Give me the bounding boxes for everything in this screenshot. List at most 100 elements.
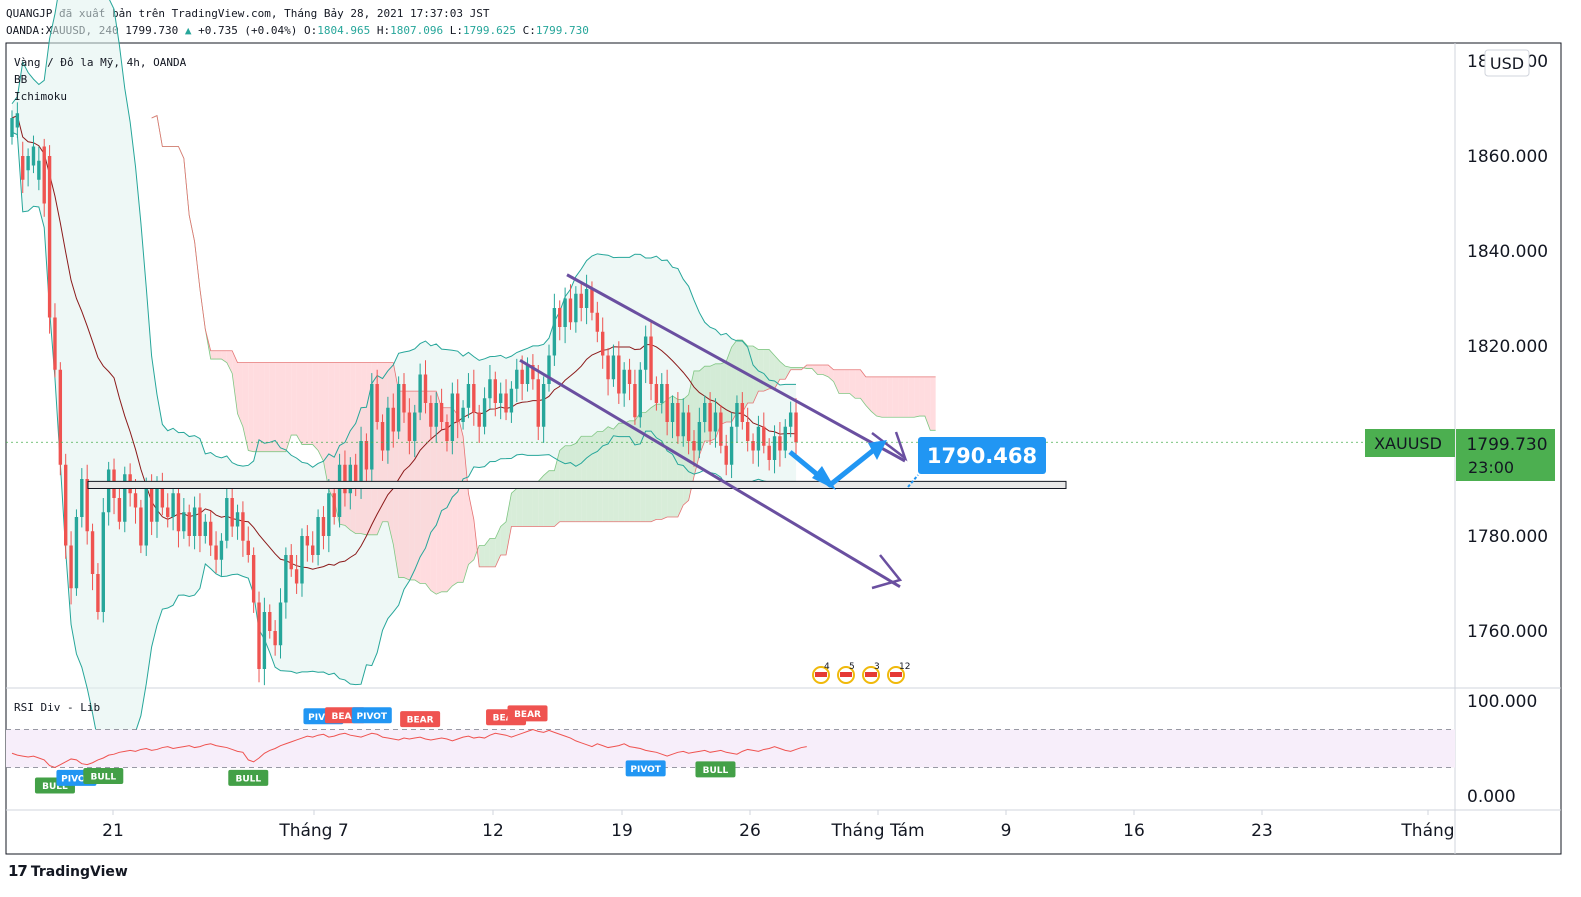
ichimoku-cloud-segment xyxy=(790,367,797,370)
time-tick-label: Tháng 7 xyxy=(278,821,348,841)
candle-body xyxy=(708,403,712,432)
ichimoku-cloud-segment xyxy=(876,376,882,418)
candle-body xyxy=(504,393,508,413)
ichimoku-cloud-segment xyxy=(216,350,222,360)
channel-lower-arrowhead xyxy=(871,554,903,590)
ichimoku-cloud-segment xyxy=(731,340,737,422)
candle-body xyxy=(461,407,465,422)
bar-countdown: 23:00 xyxy=(1468,458,1514,477)
legend-title[interactable]: Vàng / Đô la Mỹ, 4h, OANDA xyxy=(14,56,187,69)
rsi-signal-label: BULL xyxy=(42,782,68,792)
main-pane[interactable]: 4 5 3 12 xyxy=(6,0,1455,752)
candle-body xyxy=(316,517,320,555)
candle-body xyxy=(391,407,395,432)
candle-body xyxy=(772,436,777,460)
ichimoku-cloud-segment xyxy=(226,350,233,374)
projection-arrow xyxy=(788,443,882,488)
ichimoku-cloud-segment xyxy=(463,436,469,583)
event-count: 3 xyxy=(874,662,880,672)
ichimoku-cloud-segment xyxy=(833,369,839,394)
ichimoku-cloud-segment xyxy=(849,369,856,399)
rsi-tick-label: 0.000 xyxy=(1467,787,1516,807)
rsi-signal-label: PIVOT xyxy=(357,712,388,722)
candle-body xyxy=(740,403,745,422)
candle-body xyxy=(294,569,299,584)
ichimoku-cloud-segment xyxy=(259,362,265,452)
candle-body xyxy=(42,146,46,204)
candle-body xyxy=(713,412,718,432)
candle-body xyxy=(31,146,36,166)
senkou-a-line xyxy=(151,115,936,595)
ichimoku-cloud-segment xyxy=(285,362,292,452)
event-count: 12 xyxy=(899,662,910,672)
bb-upper-line xyxy=(11,0,797,468)
time-tick-label: 16 xyxy=(1123,821,1145,841)
ichimoku-cloud-segment xyxy=(838,369,845,394)
rsi-signal-label: PIVOT xyxy=(61,774,92,784)
time-tick-label: 9 xyxy=(1001,821,1012,841)
high-label: H: xyxy=(376,24,391,37)
channel-lower-line xyxy=(519,358,901,589)
ichimoku-cloud-segment xyxy=(511,488,517,527)
ichimoku-cloud-segment xyxy=(758,349,764,392)
ichimoku-cloud-segment xyxy=(844,369,850,394)
candle-body xyxy=(515,369,519,389)
tradingview-logo[interactable]: 17 TradingView xyxy=(8,862,128,880)
ichimoku-cloud-segment xyxy=(581,436,587,522)
time-tick-label: Tháng Tám xyxy=(830,821,924,841)
candle-body xyxy=(520,369,524,384)
ichimoku-cloud-segment xyxy=(242,362,249,451)
support-zone xyxy=(87,480,1067,489)
candle-body xyxy=(305,536,310,546)
ichimoku-cloud-segment xyxy=(651,404,657,522)
candle-body xyxy=(633,384,637,418)
candle-body xyxy=(139,507,143,546)
candle-body xyxy=(670,403,675,422)
ichimoku-cloud-segment xyxy=(543,470,549,527)
ichimoku-cloud-segment xyxy=(307,362,313,445)
chart-frame xyxy=(5,42,1562,855)
ichimoku-cloud-segment xyxy=(779,361,786,380)
event-count: 4 xyxy=(824,662,830,672)
rsi-signal-label: PIVOT xyxy=(630,765,661,775)
tradingview-brand: TradingView xyxy=(30,864,128,880)
candle-body xyxy=(176,493,181,532)
event-flag-stripe xyxy=(890,672,902,677)
ichimoku-cloud-segment xyxy=(350,362,356,534)
ichimoku-cloud-segment xyxy=(624,420,630,522)
ichimoku-cloud-segment xyxy=(296,362,302,445)
rsi-signal-label: BEAR xyxy=(493,714,520,724)
channel-upper-line xyxy=(566,273,906,463)
candle-body xyxy=(198,507,202,536)
legend-rsi[interactable]: RSI Div - Lib xyxy=(14,701,100,714)
legend-ichimoku[interactable]: Ichimoku xyxy=(14,90,67,103)
candle-body xyxy=(262,612,267,669)
ichimoku-cloud-segment xyxy=(291,362,297,436)
rsi-tick-label: 100.000 xyxy=(1467,692,1537,712)
ichimoku-cloud-segment xyxy=(549,470,555,527)
ichimoku-cloud-segment xyxy=(828,365,834,382)
ichimoku-cloud-segment xyxy=(527,482,533,527)
senkou-b-line xyxy=(151,115,936,568)
currency-label: USD xyxy=(1490,54,1524,73)
ichimoku-cloud-segment xyxy=(586,436,592,522)
candle-body xyxy=(719,412,723,446)
currency-button[interactable] xyxy=(1484,49,1530,77)
ichimoku-cloud-segment xyxy=(785,366,791,380)
candle-body xyxy=(697,422,702,451)
candle-body xyxy=(69,545,73,589)
ichimoku-cloud-segment xyxy=(736,340,743,413)
candle-body xyxy=(450,393,455,441)
ichimoku-cloud-segment xyxy=(817,365,823,375)
candle-body xyxy=(300,536,304,584)
legend-bb[interactable]: BB xyxy=(14,73,28,86)
price-tick-label: 1860.000 xyxy=(1467,147,1548,167)
ichimoku-cloud-segment xyxy=(591,431,598,522)
rsi-signal-badge xyxy=(83,768,124,784)
candle-body xyxy=(665,384,669,422)
ichimoku-cloud-segment xyxy=(248,362,254,452)
candle-body xyxy=(482,398,487,427)
candle-body xyxy=(396,384,401,432)
